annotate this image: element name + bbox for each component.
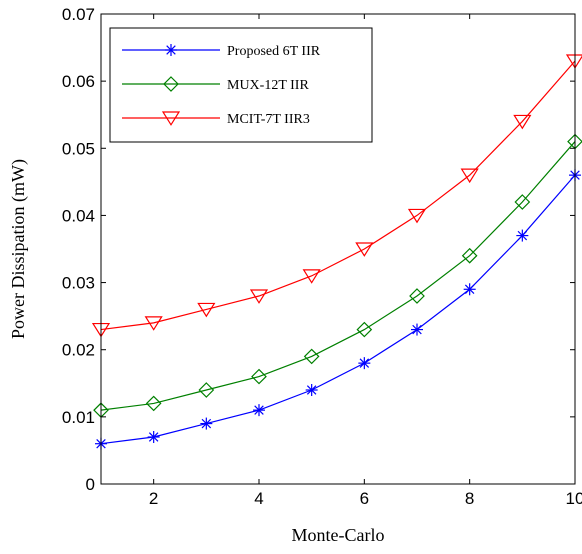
- legend: Proposed 6T IIR MUX-12T IIR MCIT-7T IIR3: [109, 27, 373, 143]
- x-tick-label: 6: [360, 489, 369, 508]
- legend-item: Proposed 6T IIR: [122, 44, 321, 59]
- series-layer: [91, 54, 582, 450]
- tick-layer: 2 4 6 8 10 0 0.01 0.02 0.03 0.04 0.05 0.06 0.07: [62, 5, 582, 508]
- data-point: [356, 321, 373, 338]
- data-point: [144, 316, 163, 331]
- data-point: [305, 384, 318, 396]
- data-point: [249, 289, 269, 304]
- y-tick-label: 0.05: [62, 139, 95, 158]
- data-point: [409, 288, 425, 304]
- y-tick-label: 0.04: [62, 206, 95, 225]
- data-point: [251, 368, 267, 385]
- data-point: [513, 114, 532, 130]
- data-point: [516, 229, 529, 242]
- series-line: [100, 141, 576, 411]
- y-tick-label: 0.02: [62, 341, 95, 360]
- data-point: [302, 269, 321, 284]
- legend-items: Proposed 6T IIR MUX-12T IIR MCIT-7T IIR3: [122, 44, 321, 127]
- legend-item: MCIT-7T IIR3: [122, 111, 310, 127]
- series-line: [100, 174, 576, 445]
- data-point: [358, 357, 371, 370]
- data-point: [461, 247, 478, 264]
- y-tick-label: 0.01: [62, 408, 95, 427]
- legend-label: MUX-12T IIR: [227, 78, 309, 93]
- legend-marker: [161, 111, 181, 126]
- data-point: [147, 431, 160, 443]
- x-tick-label: 8: [465, 489, 474, 508]
- legend-label: Proposed 6T IIR: [227, 44, 321, 59]
- data-point: [514, 194, 531, 210]
- x-tick-label: 4: [254, 489, 263, 508]
- legend-marker: [165, 44, 177, 56]
- x-axis-label: Monte-Carlo: [292, 525, 385, 545]
- data-point: [460, 168, 479, 184]
- data-point: [463, 283, 476, 296]
- legend-marker: [163, 76, 179, 92]
- y-tick-label: 0: [86, 475, 95, 494]
- y-tick-label: 0.03: [62, 274, 95, 293]
- data-point: [355, 242, 374, 257]
- data-point: [253, 404, 265, 417]
- series-2: [93, 133, 582, 418]
- y-axis-label: Power Dissipation (mW): [8, 159, 29, 339]
- plot-area-frame: [100, 13, 576, 485]
- x-tick-label: 2: [149, 489, 158, 508]
- data-point: [145, 395, 162, 412]
- y-tick-label: 0.07: [62, 5, 95, 24]
- data-point: [197, 302, 216, 318]
- data-point: [198, 382, 215, 398]
- legend-box: [109, 27, 373, 143]
- legend-label: MCIT-7T IIR3: [227, 112, 310, 127]
- y-tick-label: 0.06: [62, 72, 95, 91]
- data-point: [411, 323, 423, 336]
- data-point: [407, 208, 427, 224]
- data-point: [200, 417, 213, 430]
- data-point: [303, 348, 320, 365]
- x-tick-label: 10: [566, 489, 582, 508]
- legend-item: MUX-12T IIR: [122, 76, 309, 93]
- series-line: [100, 60, 576, 331]
